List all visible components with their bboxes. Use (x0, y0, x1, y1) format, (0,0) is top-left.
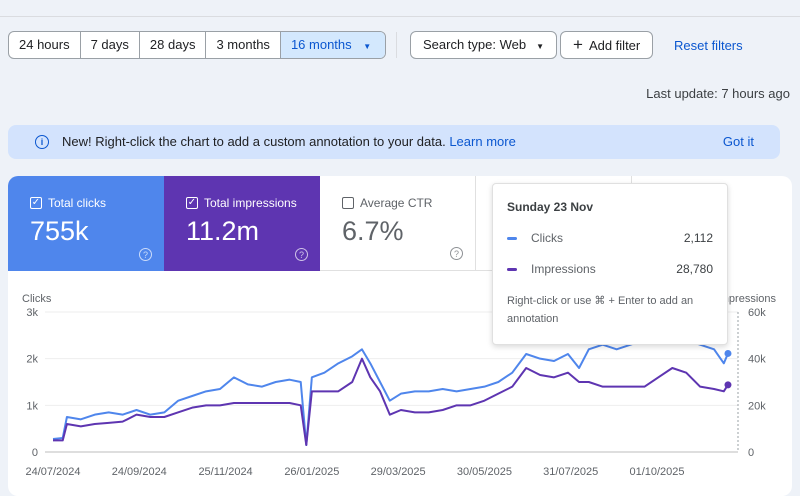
tooltip-value: 2,112 (683, 231, 713, 245)
tooltip-date: Sunday 23 Nov (507, 200, 594, 214)
learn-more-link[interactable]: Learn more (449, 134, 516, 149)
checkbox-unchecked-icon[interactable] (342, 197, 354, 209)
range-3-months[interactable]: 3 months (206, 32, 281, 58)
metric-value: 6.7% (342, 216, 404, 246)
range-28-days[interactable]: 28 days (140, 32, 207, 58)
search-type-dropdown[interactable]: Search type: Web ▼ (410, 31, 558, 59)
range-7-days[interactable]: 7 days (81, 32, 140, 58)
tooltip-row-impressions: Impressions 28,780 (507, 262, 713, 276)
impressions-legend-icon (507, 268, 517, 272)
chart-tooltip: Sunday 23 Nov Clicks 2,112 Impressions 28,… (492, 183, 728, 345)
help-icon[interactable]: ? (139, 248, 152, 261)
checkbox-checked-icon[interactable]: ✓ (186, 197, 198, 209)
search-type-label: Search type: Web (423, 37, 527, 52)
reset-filters-link[interactable]: Reset filters (674, 38, 743, 53)
range-16-months[interactable]: 16 months ▼ (280, 32, 386, 58)
tooltip-value: 28,780 (676, 262, 713, 276)
metric-label: Total clicks (48, 196, 107, 210)
help-icon[interactable]: ? (450, 247, 463, 260)
divider (396, 32, 397, 58)
metric-value: 11.2m (186, 216, 260, 246)
dropdown-arrow-icon: ▼ (536, 42, 545, 51)
checkbox-checked-icon[interactable]: ✓ (30, 197, 42, 209)
metric-card-clicks[interactable]: ✓ Total clicks 755k ? (8, 176, 164, 271)
range-label: 16 months (290, 37, 352, 52)
range-24-hours[interactable]: 24 hours (9, 32, 81, 58)
got-it-button[interactable]: Got it (722, 134, 754, 149)
dropdown-arrow-icon: ▼ (363, 42, 372, 51)
tooltip-row-clicks: Clicks 2,112 (507, 231, 713, 245)
metric-label: Average CTR (360, 196, 433, 210)
annotation-banner: i New! Right-click the chart to add a cu… (8, 125, 780, 159)
tooltip-label: Clicks (531, 231, 563, 245)
date-range-selector[interactable]: 24 hours 7 days 28 days 3 months 16 mont… (8, 31, 387, 59)
add-filter-label: Add filter (588, 38, 641, 53)
info-icon: i (35, 135, 49, 149)
divider (0, 16, 800, 17)
add-filter-button[interactable]: + Add filter (560, 31, 654, 59)
help-icon[interactable]: ? (295, 248, 308, 261)
clicks-legend-icon (507, 237, 517, 241)
last-update: Last update: 7 hours ago (646, 86, 790, 101)
metric-card-impressions[interactable]: ✓ Total impressions 11.2m ? (164, 176, 320, 271)
metric-value: 755k (30, 216, 89, 246)
tooltip-hint: Right-click or use ⌘ + Enter to add an a… (507, 295, 694, 325)
metric-card-ctr[interactable]: Average CTR 6.7% ? (320, 176, 476, 271)
plus-icon: + (573, 35, 583, 54)
tooltip-label: Impressions (531, 262, 596, 276)
metric-label: Total impressions (204, 196, 297, 210)
banner-text: New! Right-click the chart to add a cust… (62, 134, 446, 149)
